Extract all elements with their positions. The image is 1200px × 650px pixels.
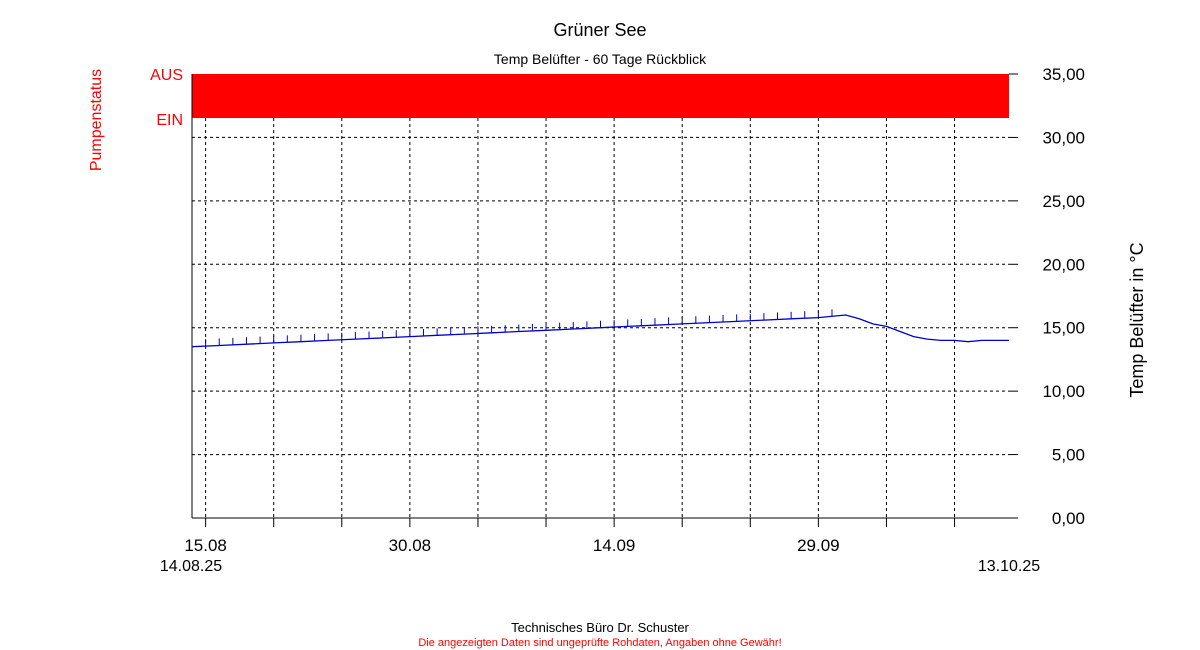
chart-title: Grüner See <box>553 20 646 40</box>
pump-status-axis-label: Pumpenstatus <box>88 69 105 171</box>
grid-lines <box>192 118 1009 518</box>
chart-subtitle: Temp Belüfter - 60 Tage Rückblick <box>494 51 707 67</box>
status-label-aus: AUS <box>150 67 183 84</box>
y-tick-label: 5,00 <box>1052 446 1085 465</box>
x-tick-label: 15.08 <box>184 536 227 555</box>
y-tick-label: 25,00 <box>1042 192 1085 211</box>
status-label-ein: EIN <box>156 112 183 129</box>
x-tick-label: 30.08 <box>389 536 432 555</box>
x-tick-labels: 15.08 30.08 14.09 29.09 <box>184 536 839 555</box>
y-tick-label: 15,00 <box>1042 319 1085 338</box>
x-start-label: 14.08.25 <box>160 558 222 575</box>
axes <box>191 73 1018 527</box>
y-tick-label: 20,00 <box>1042 255 1085 274</box>
footer-disclaimer: Die angezeigten Daten sind ungeprüfte Ro… <box>418 637 781 649</box>
y-tick-label: 10,00 <box>1042 382 1085 401</box>
y-axis-label: Temp Belüfter in °C <box>1127 242 1147 397</box>
y-tick-label: 35,00 <box>1042 65 1085 84</box>
y-tick-labels: 0,00 5,00 10,00 15,00 20,00 25,00 30,00 35,00 <box>1042 65 1085 528</box>
x-tick-label: 29.09 <box>797 536 840 555</box>
pump-status-band <box>192 74 1009 118</box>
footer-company: Technisches Büro Dr. Schuster <box>511 620 689 635</box>
x-end-label: 13.10.25 <box>978 558 1040 575</box>
y-tick-label: 30,00 <box>1042 128 1085 147</box>
series-group <box>191 309 1009 348</box>
x-tick-label: 14.09 <box>593 536 636 555</box>
y-tick-label: 0,00 <box>1052 509 1085 528</box>
